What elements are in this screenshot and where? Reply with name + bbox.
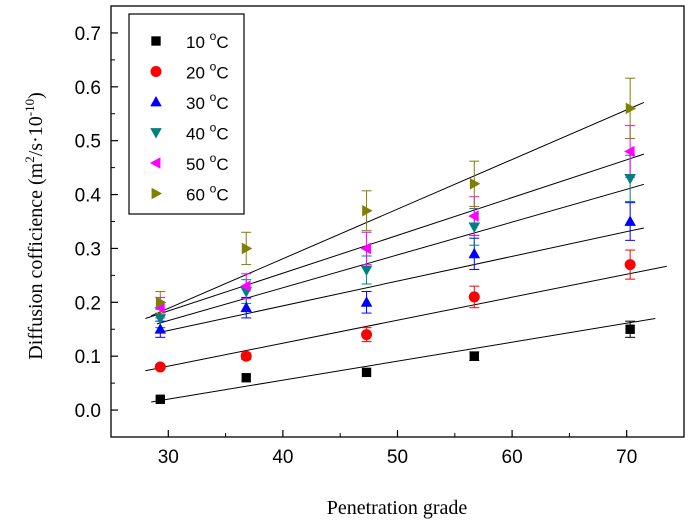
legend-unit: C	[216, 33, 228, 52]
legend-value: 40	[186, 125, 210, 144]
legend-unit: C	[216, 125, 228, 144]
data-point-50	[360, 242, 371, 255]
y-axis-title: Diffusion cofficience (m2/s·10-10)	[22, 92, 47, 360]
legend-degree: o	[210, 29, 217, 43]
y-tick-label: 0.4	[75, 186, 102, 207]
data-point-50	[624, 145, 635, 158]
x-tick-label: 50	[387, 447, 408, 468]
fit-line-30	[156, 227, 644, 334]
legend-degree: o	[210, 182, 217, 196]
y-tick-label: 0.6	[75, 78, 101, 99]
data-point-60	[362, 204, 373, 217]
legend-label-20: 20 oC	[186, 60, 229, 83]
data-point-50	[468, 210, 479, 222]
data-point-50	[240, 280, 251, 292]
legend-box	[128, 13, 245, 215]
fit-line-50	[145, 153, 645, 319]
legend-value: 60	[186, 186, 210, 205]
data-points	[154, 102, 637, 404]
legend-value: 30	[186, 94, 210, 113]
data-point-60	[155, 296, 167, 309]
fit-line-40	[156, 183, 645, 325]
data-point-40	[624, 174, 636, 185]
x-axis-title: Penetration grade	[327, 497, 468, 519]
data-point-20	[624, 259, 636, 271]
data-point-60	[241, 242, 253, 255]
legend-unit: C	[216, 186, 228, 205]
data-point-30	[154, 323, 167, 334]
data-point-10	[155, 394, 165, 404]
data-point-20	[468, 291, 480, 303]
legend-label-60: 60 oC	[186, 182, 229, 205]
data-point-30	[240, 301, 253, 313]
y-tick-label: 0.5	[75, 132, 101, 153]
legend-unit: C	[216, 155, 228, 174]
data-point-10	[625, 324, 635, 334]
legend-marker-40	[150, 128, 162, 139]
legend-degree: o	[210, 90, 217, 104]
y-tick-label: 0.2	[75, 293, 101, 314]
fit-line-20	[145, 265, 667, 372]
data-point-30	[468, 247, 481, 259]
x-tick-label: 70	[616, 447, 637, 468]
y-tick-label: 0.1	[75, 347, 101, 368]
legend-value: 10	[186, 33, 210, 52]
legend-marker-10	[151, 36, 161, 46]
y-axis-title-mid: /s·10	[25, 116, 47, 156]
fit-line-10	[151, 317, 656, 403]
legend-degree: o	[210, 151, 217, 165]
legend-degree: o	[210, 121, 217, 135]
data-point-40	[360, 265, 373, 277]
data-point-10	[241, 373, 251, 383]
data-point-40	[468, 222, 481, 233]
y-axis-title-sup2: -10	[22, 99, 37, 116]
data-point-20	[361, 329, 373, 341]
legend-label-30: 30 oC	[186, 90, 229, 113]
data-point-40	[154, 314, 167, 325]
data-point-60	[625, 102, 637, 115]
data-point-10	[361, 367, 372, 378]
x-tick-label: 40	[272, 447, 293, 468]
data-point-10	[469, 351, 479, 361]
y-tick-label: 0.3	[75, 239, 101, 260]
legend-value: 50	[186, 155, 210, 174]
legend-label-40: 40 oC	[186, 121, 229, 144]
y-axis-ticks: 0.0 0.1 0.2 0.3 0.4 0.5 0.6 0.7	[75, 24, 118, 422]
y-axis-title-end: )	[25, 92, 47, 99]
legend-marker-60	[151, 187, 163, 200]
legend-marker-30	[150, 95, 162, 107]
data-point-50	[154, 301, 165, 314]
legend-degree: o	[210, 60, 217, 74]
y-axis-title-sup1: 2	[22, 156, 37, 163]
data-point-20	[240, 350, 252, 362]
legend-label-50: 50 oC	[186, 151, 229, 174]
y-tick-label: 0.7	[75, 24, 101, 45]
y-axis-title-main: Diffusion cofficience (m	[25, 162, 47, 359]
data-point-30	[624, 215, 636, 226]
legend-marker-50	[149, 157, 161, 169]
x-axis-ticks: 30 40 50 60 70	[158, 430, 637, 468]
fit-lines	[145, 101, 667, 403]
data-point-30	[360, 296, 373, 307]
legend-marker-20	[150, 66, 162, 77]
x-tick-label: 60	[502, 447, 523, 468]
fit-line-60	[150, 101, 645, 317]
y-tick-label: 0.0	[75, 401, 101, 422]
data-point-60	[469, 178, 481, 190]
legend-label-10: 10 oC	[186, 29, 229, 52]
legend-unit: C	[216, 64, 228, 83]
data-point-20	[154, 361, 166, 373]
x-tick-label: 30	[158, 447, 179, 468]
legend-value: 20	[186, 64, 210, 83]
legend-unit: C	[216, 94, 228, 113]
